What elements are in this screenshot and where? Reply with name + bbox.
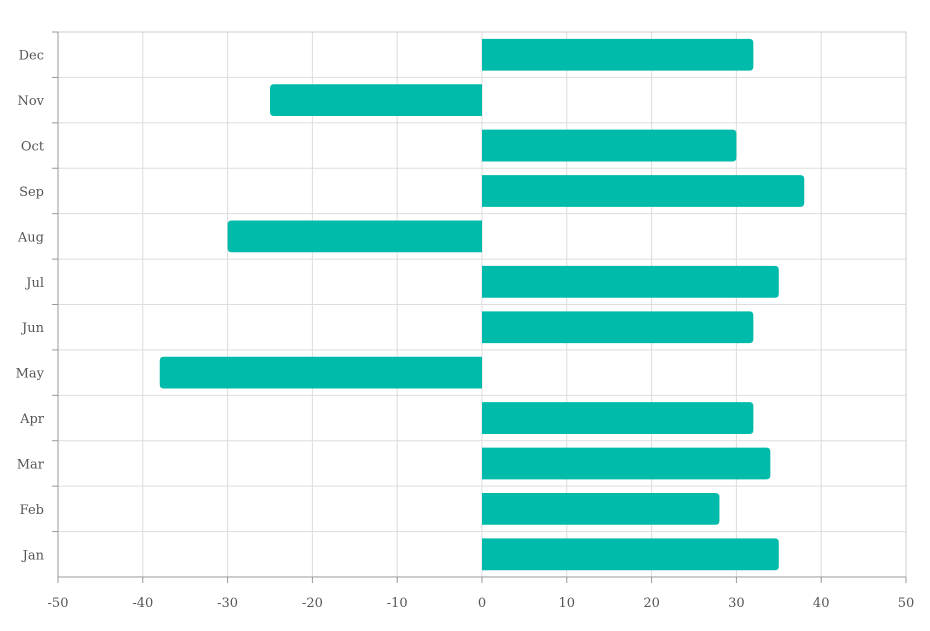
x-tick-label: -50 [48,596,69,611]
bar-jun[interactable] [482,311,754,344]
tick-labels: Jan Feb Mar Apr May Jun Jul Aug Sep Oct Nov Dec -50 -… [16,49,915,611]
y-tick-label-jan: Jan [21,548,45,563]
y-tick-label-jul: Jul [24,276,44,291]
y-tick-label-nov: Nov [17,94,44,109]
x-tick-label: 50 [898,596,915,611]
y-tick-label-jun: Jun [20,321,45,336]
y-tick-label-aug: Aug [17,230,44,245]
bar-apr[interactable] [482,402,754,434]
x-tick-label: 40 [813,596,830,611]
y-tick-label-sep: Sep [19,185,44,200]
bar-jul[interactable] [482,265,779,298]
y-tick-label-mar: Mar [17,457,45,472]
y-tick-label-oct: Oct [21,140,45,155]
y-tick-label-apr: Apr [19,412,45,427]
bars [159,38,805,571]
bar-oct[interactable] [482,129,737,162]
bar-feb[interactable] [482,492,720,525]
y-tick-label-dec: Dec [19,49,44,64]
x-tick-label: -30 [217,596,238,611]
x-tick-label: 10 [559,596,576,611]
bar-sep[interactable] [482,175,805,207]
bar-nov[interactable] [270,84,482,117]
y-tick-label-may: May [16,367,45,382]
bar-may[interactable] [159,356,482,389]
bar-dec[interactable] [482,38,754,71]
bar-mar[interactable] [482,447,771,480]
x-tick-label: 20 [643,596,660,611]
x-tick-label: 30 [728,596,745,611]
x-tick-label: 0 [478,596,486,611]
x-tick-label: -40 [132,596,153,611]
bar-aug[interactable] [227,220,482,253]
axes [52,31,907,583]
x-tick-label: -20 [302,596,323,611]
bar-jan[interactable] [482,538,779,571]
y-tick-label-feb: Feb [20,503,44,518]
x-tick-label: -10 [387,596,408,611]
